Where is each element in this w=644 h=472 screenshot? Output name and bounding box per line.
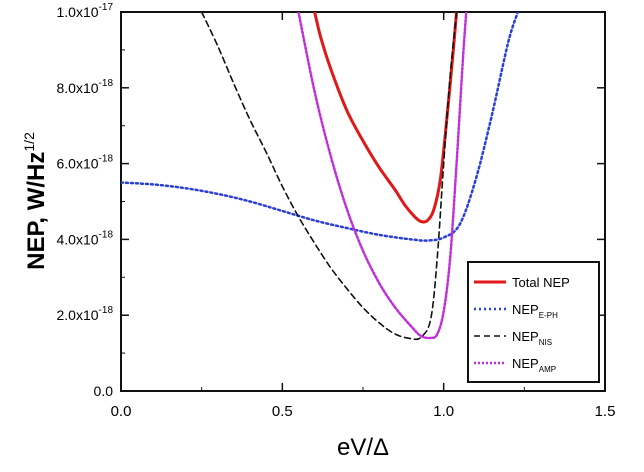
legend-label-nep-nis: NEPNIS: [512, 329, 552, 347]
y-tick-label: 6.0x10-18: [57, 154, 114, 172]
y-tick-mantissa: 2.0x10: [57, 307, 99, 323]
series-line-nep-amp: [297, 12, 468, 340]
y-tick-label: 4.0x10-18: [57, 229, 114, 247]
y-tick-mantissa: 0.0: [94, 383, 114, 399]
y-tick-labels: 0.02.0x10-184.0x10-186.0x10-188.0x10-181…: [57, 2, 114, 399]
series-line-nep-e-ph: [121, 12, 520, 242]
x-tick-labels: 0.0 0.5 1.0 1.5: [111, 403, 616, 420]
x-tick-label: 1.0: [433, 403, 454, 420]
series-lines: [121, 12, 520, 341]
y-tick-exponent: -17: [99, 2, 114, 13]
y-tick-mantissa: 1.0x10: [57, 4, 99, 20]
legend-label-subscript: AMP: [539, 365, 556, 374]
legend-label-subscript: E-PH: [539, 311, 558, 320]
legend-label-name: NEP: [512, 356, 539, 371]
legend-label-name: Total NEP: [512, 275, 570, 290]
series-line-total-nep: [313, 12, 459, 224]
x-tick-label: 0.0: [111, 403, 132, 420]
legend-label-name: NEP: [512, 302, 539, 317]
y-tick-exponent: -18: [99, 305, 114, 316]
y-tick-label: 1.0x10-17: [57, 2, 114, 20]
y-tick-label: 2.0x10-18: [57, 305, 114, 323]
y-tick-exponent: -18: [99, 154, 114, 165]
x-axis-label: eV/Δ: [337, 434, 389, 461]
legend-label-total-nep: Total NEP: [512, 275, 570, 290]
x-tick-label: 1.5: [595, 403, 616, 420]
series-line-nep-nis: [200, 12, 458, 341]
y-tick-mantissa: 4.0x10: [57, 231, 99, 247]
y-tick-mantissa: 6.0x10: [57, 156, 99, 172]
legend-label-nep-amp: NEPAMP: [512, 356, 556, 374]
y-axis-label-main: NEP, W/Hz: [23, 152, 50, 270]
y-axis-label: NEP, W/Hz1/2: [21, 132, 50, 270]
y-tick-exponent: -18: [99, 229, 114, 240]
y-tick-label: 0.0: [94, 383, 114, 399]
legend-label-name: NEP: [512, 329, 539, 344]
y-axis-label-exponent: 1/2: [21, 132, 37, 152]
axis-ticks: [120, 11, 606, 392]
y-tick-mantissa: 8.0x10: [57, 80, 99, 96]
y-tick-label: 8.0x10-18: [57, 78, 114, 96]
legend-label-subscript: NIS: [539, 338, 552, 347]
y-tick-exponent: -18: [99, 78, 114, 89]
x-tick-label: 0.5: [272, 403, 293, 420]
legend-label-nep-e-ph: NEPE-PH: [512, 302, 558, 320]
